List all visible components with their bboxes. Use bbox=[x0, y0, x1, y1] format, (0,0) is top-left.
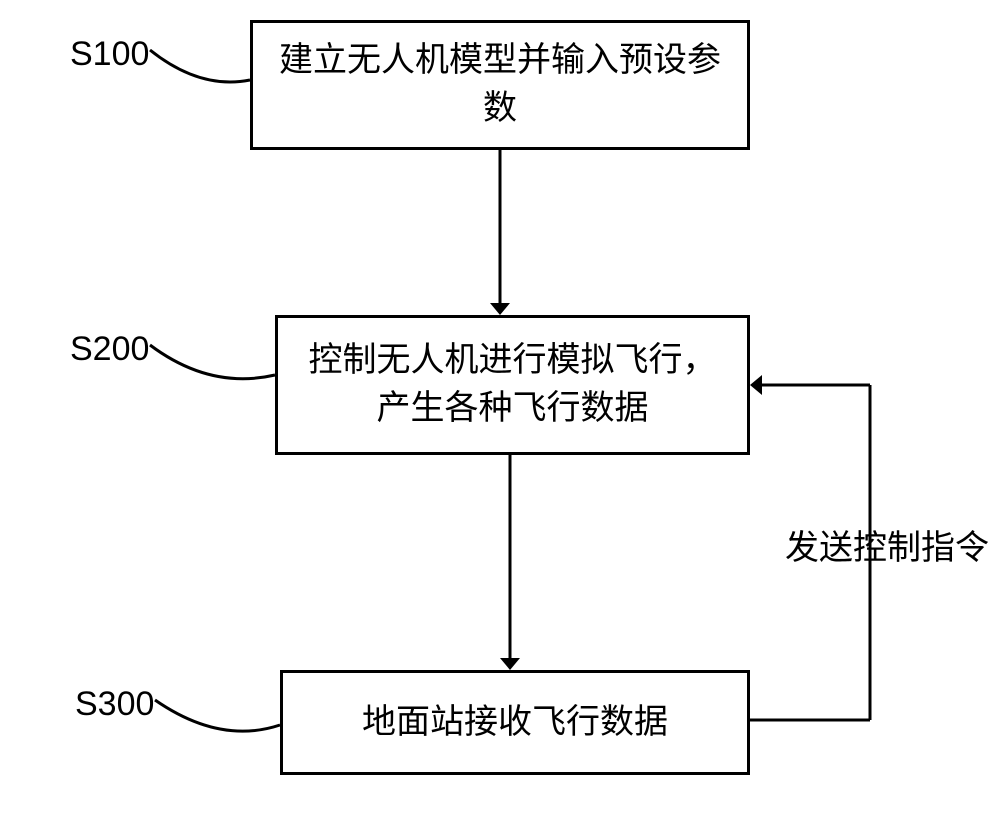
label-connectors-group bbox=[150, 50, 280, 731]
edges-group bbox=[490, 150, 870, 720]
flowchart-container: S100 S200 S300 建立无人机模型并输入预设参 数 控制无人机进行模拟… bbox=[0, 0, 1000, 839]
connector-layer bbox=[0, 0, 1000, 839]
